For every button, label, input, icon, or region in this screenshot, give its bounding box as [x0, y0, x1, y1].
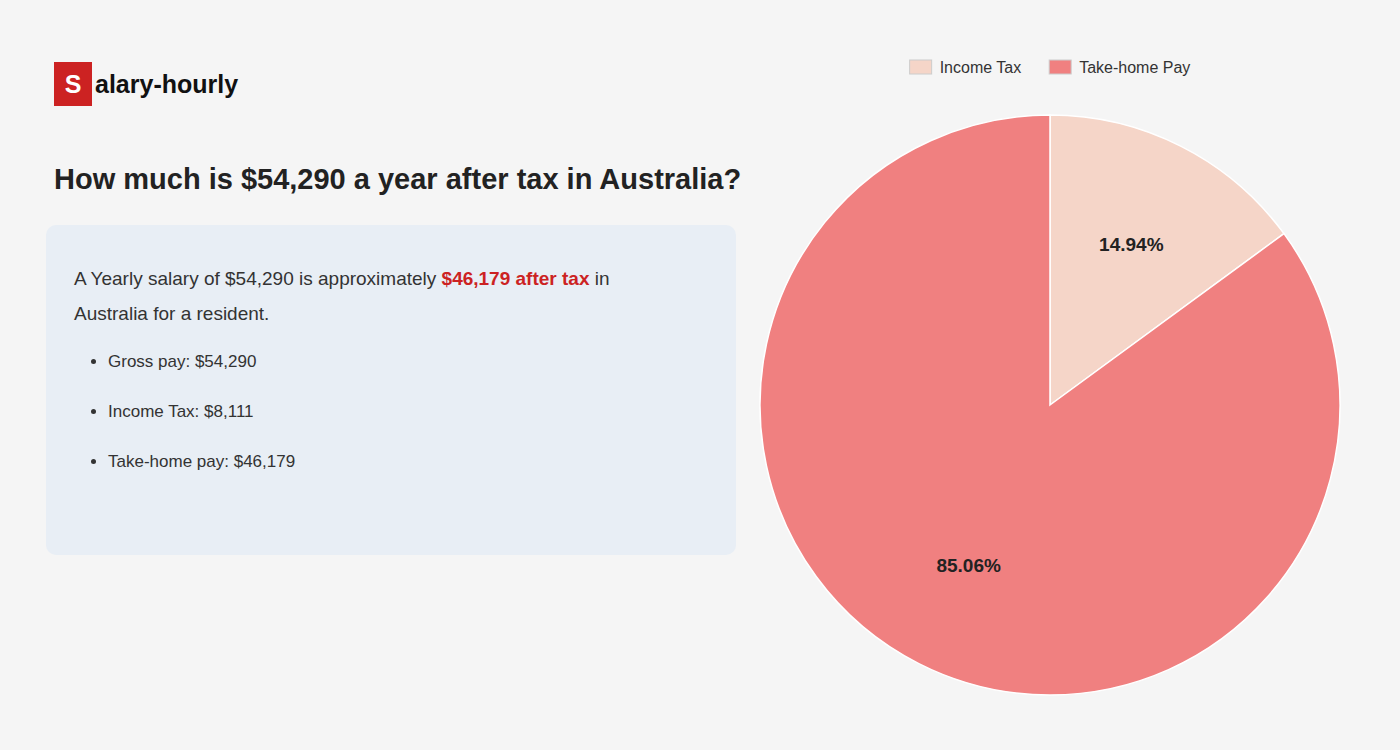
data-label: 85.06% [936, 555, 1001, 576]
text-panel: Salary-hourly How much is $54,290 a year … [0, 0, 770, 750]
text-segment: Australia for a resident. [74, 303, 269, 324]
pie-chart: 14.94% 85.06% Income Tax Take-home Pay [700, 0, 1400, 750]
legend: Income Tax Take-home Pay [910, 59, 1191, 76]
text-segment: alary-hourly [95, 70, 238, 99]
bullet-item: Take-home pay: $46,179 [108, 450, 708, 474]
bullet-item: Gross pay: $54,290 [108, 350, 708, 374]
title: How much is $54,290 a year after tax in … [54, 160, 744, 199]
data-label: 14.94% [1099, 234, 1164, 255]
text-segment: A Yearly salary of $54,290 is approximat… [74, 268, 442, 289]
legend-label: Income Tax [940, 59, 1022, 76]
data-labels: 14.94% 85.06% [936, 234, 1163, 576]
logo: Salary-hourly [54, 62, 238, 106]
legend-swatch [910, 60, 932, 74]
pie-slice [760, 115, 1340, 695]
text-segment: Income Tax: $8,111 [108, 402, 254, 421]
legend-swatch [1049, 60, 1071, 74]
bullet-list: Gross pay: $54,290 Income Tax: $8,111 Take… [74, 350, 708, 473]
logo-box: S [54, 62, 92, 106]
bullet-item: Income Tax: $8,111 [108, 400, 708, 424]
legend-label: Take-home Pay [1079, 59, 1190, 76]
body-line: Australia for a resident. [74, 300, 708, 329]
legend-item: Take-home Pay [1049, 59, 1190, 76]
text-segment: Gross pay: $54,290 [108, 352, 256, 371]
body-line: A Yearly salary of $54,290 is approximat… [74, 265, 708, 294]
info-box: A Yearly salary of $54,290 is approximat… [46, 225, 736, 555]
legend-item: Income Tax [910, 59, 1022, 76]
text-segment: in [589, 268, 609, 289]
highlight-text: $46,179 after tax [442, 268, 590, 289]
text-segment: Take-home pay: $46,179 [108, 452, 295, 471]
slices [760, 115, 1340, 695]
